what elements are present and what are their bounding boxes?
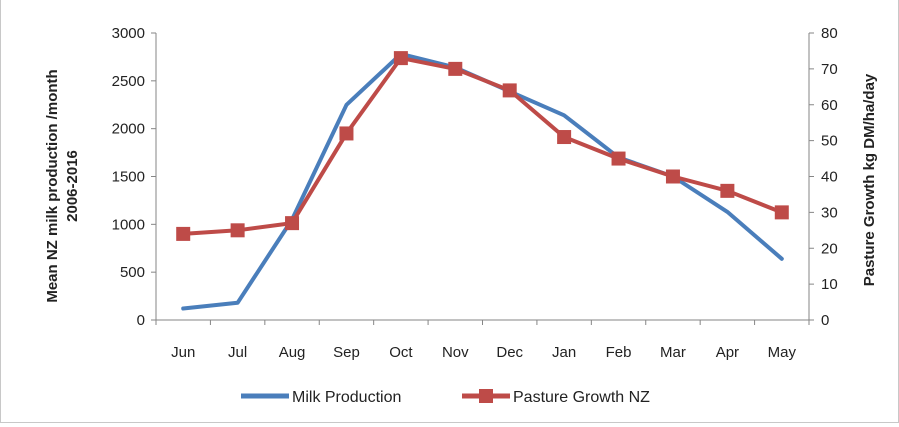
right-tick-label: 30: [821, 204, 838, 221]
left-tick-label: 0: [137, 312, 145, 329]
pasture-growth-point: [231, 223, 245, 237]
x-tick-label: Dec: [496, 344, 523, 361]
pasture-growth-point: [448, 62, 462, 76]
left-axis-title-line1: Mean NZ milk production /month: [44, 69, 61, 302]
left-tick-label: 3000: [112, 25, 145, 42]
legend-pasture-label: Pasture Growth NZ: [513, 389, 650, 406]
x-tick-label: May: [768, 344, 797, 361]
x-tick-label: Jun: [171, 344, 195, 361]
left-tick-label: 2000: [112, 121, 145, 138]
pasture-growth-point: [285, 216, 299, 230]
pasture-growth-point: [720, 184, 734, 198]
pasture-growth-point: [394, 51, 408, 65]
left-tick-label: 1500: [112, 169, 145, 186]
x-tick-label: Apr: [716, 344, 739, 361]
pasture-growth-point: [339, 126, 353, 140]
pasture-growth-point: [775, 205, 789, 219]
x-tick-label: Oct: [389, 344, 413, 361]
x-tick-label: Mar: [660, 344, 686, 361]
pasture-growth-point: [612, 152, 626, 166]
right-tick-label: 60: [821, 97, 838, 114]
right-tick-label: 50: [821, 133, 838, 150]
left-tick-label: 1000: [112, 216, 145, 233]
legend: Milk Production Pasture Growth NZ: [241, 389, 650, 406]
x-tick-label: Sep: [333, 344, 360, 361]
x-tick-label: Aug: [279, 344, 306, 361]
right-tick-label: 0: [821, 312, 829, 329]
pasture-growth-point: [503, 83, 517, 97]
left-tick-label: 500: [120, 264, 145, 281]
right-tick-label: 40: [821, 169, 838, 186]
pasture-growth-point: [176, 227, 190, 241]
right-tick-label: 20: [821, 240, 838, 257]
x-tick-label: Feb: [606, 344, 632, 361]
pasture-growth-point: [666, 170, 680, 184]
legend-pasture-marker: [479, 389, 493, 403]
x-tick-label: Jul: [228, 344, 247, 361]
left-tick-label: 2500: [112, 73, 145, 90]
x-tick-label: Nov: [442, 344, 469, 361]
right-axis-title: Pasture Growth kg DM/ha/day: [861, 73, 878, 286]
right-tick-label: 10: [821, 276, 838, 293]
right-tick-label: 70: [821, 61, 838, 78]
right-tick-label: 80: [821, 25, 838, 42]
pasture-growth-point: [557, 130, 571, 144]
left-axis-title-line2: 2006-2016: [64, 150, 81, 222]
x-tick-label: Jan: [552, 344, 576, 361]
series-line-pasture-growth: [183, 58, 782, 234]
legend-milk-label: Milk Production: [292, 389, 401, 406]
